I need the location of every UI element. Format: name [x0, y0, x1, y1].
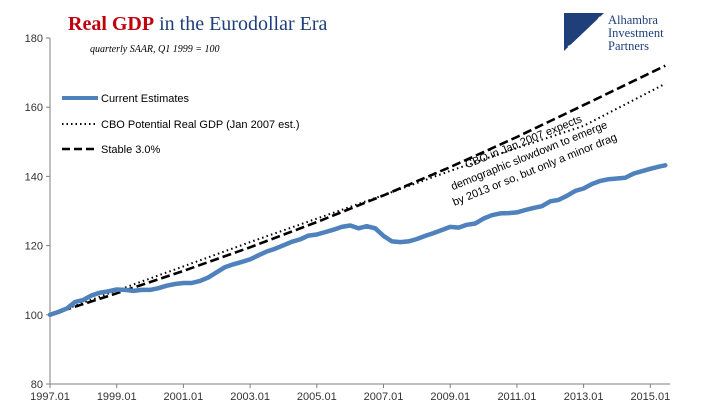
y-tick-label: 180 [25, 33, 43, 45]
chart-subtitle: quarterly SAAR, Q1 1999 = 100 [90, 44, 220, 55]
logo: Alhambra Investment Partners [564, 13, 664, 53]
x-tick-label: 1997.01 [30, 391, 70, 403]
x-ticks: 1997.01 1999.01 2001.01 2003.01 2005.01 2007.… [30, 384, 670, 403]
y-ticks: 80 100 120 140 160 180 [25, 33, 50, 391]
y-tick-label: 100 [25, 310, 43, 322]
legend-label-cbo: CBO Potential Real GDP (Jan 2007 est.) [101, 119, 300, 131]
x-tick-label: 2013.01 [564, 391, 604, 403]
x-tick-label: 2009.01 [430, 391, 470, 403]
y-tick-label: 120 [25, 241, 43, 253]
y-tick-label: 80 [31, 379, 43, 391]
y-tick-label: 160 [25, 102, 43, 114]
x-tick-label: 2011.01 [497, 391, 536, 403]
legend-label-stable: Stable 3.0% [101, 144, 161, 156]
logo-line-2: Investment [608, 26, 664, 40]
x-tick-label: 1999.01 [97, 391, 137, 403]
x-tick-label: 2003.01 [230, 391, 270, 403]
logo-line-1: Alhambra [608, 13, 658, 27]
legend-label-current: Current Estimates [101, 93, 190, 105]
annotation: CBO in Jan 2007 expects demographic slow… [449, 113, 618, 208]
logo-triangle [564, 13, 604, 51]
logo-line-3: Partners [608, 39, 649, 53]
series-line-0 [47, 163, 668, 318]
legend: Current Estimates CBO Potential Real GDP… [62, 93, 300, 156]
series-layer [47, 64, 668, 318]
x-tick-label: 2001.01 [164, 391, 204, 403]
chart-title: Real GDP in the Eurodollar Era [68, 13, 327, 35]
logo-swoosh [567, 16, 601, 48]
x-tick-label: 2005.01 [297, 391, 337, 403]
series-line-2 [49, 64, 666, 317]
x-tick-label: 2007.01 [364, 391, 404, 403]
y-tick-label: 140 [25, 171, 43, 183]
logo-icon [564, 13, 604, 51]
x-tick-label: 2015.01 [630, 391, 670, 403]
